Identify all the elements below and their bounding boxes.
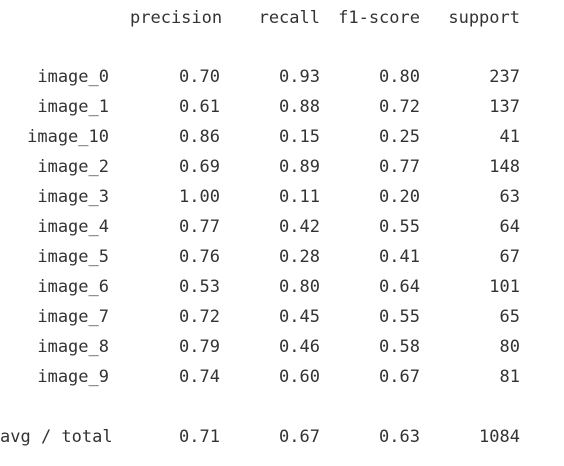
recall-value: 0.28 [279, 247, 320, 267]
row-label: image_7 [37, 307, 109, 327]
f1-score-value: 0.55 [379, 217, 420, 237]
recall-value: 0.80 [279, 277, 320, 297]
recall-value: 0.42 [279, 217, 320, 237]
f1-score-value: 0.67 [379, 367, 420, 387]
precision-value: 0.79 [179, 337, 220, 357]
row-label: image_9 [37, 367, 109, 387]
table-row: image_9 0.74 0.60 0.67 81 [0, 362, 564, 392]
table-row: image_4 0.77 0.42 0.55 64 [0, 212, 564, 242]
support-value: 137 [489, 97, 520, 117]
table-row: image_8 0.79 0.46 0.58 80 [0, 332, 564, 362]
header-recall: recall [258, 8, 320, 28]
recall-value: 0.88 [279, 97, 320, 117]
row-label: image_8 [37, 337, 109, 357]
recall-value: 0.15 [279, 127, 320, 147]
avg-recall-value: 0.67 [279, 427, 320, 447]
f1-score-value: 0.77 [379, 157, 420, 177]
table-row: image_2 0.69 0.89 0.77 148 [0, 152, 564, 182]
total-support-value: 1084 [479, 427, 520, 447]
support-value: 67 [499, 247, 520, 267]
table-row: image_3 1.00 0.11 0.20 63 [0, 182, 564, 212]
header-precision: precision [130, 8, 223, 28]
f1-score-value: 0.64 [379, 277, 420, 297]
header-support: support [448, 8, 520, 28]
precision-value: 0.69 [179, 157, 220, 177]
table-row: image_7 0.72 0.45 0.55 65 [0, 302, 564, 332]
header-row: precision recall f1-score support [0, 3, 564, 33]
support-value: 64 [499, 217, 520, 237]
row-label: image_0 [37, 67, 109, 87]
row-label: image_3 [37, 187, 109, 207]
f1-score-value: 0.80 [379, 67, 420, 87]
row-label: image_10 [27, 127, 109, 147]
precision-value: 0.72 [179, 307, 220, 327]
f1-score-value: 0.55 [379, 307, 420, 327]
f1-score-value: 0.25 [379, 127, 420, 147]
row-label: image_4 [37, 217, 109, 237]
row-label: image_6 [37, 277, 109, 297]
support-value: 101 [489, 277, 520, 297]
table-row: image_0 0.70 0.93 0.80 237 [0, 62, 564, 92]
precision-value: 0.86 [179, 127, 220, 147]
table-row: image_5 0.76 0.28 0.41 67 [0, 242, 564, 272]
row-label: image_2 [37, 157, 109, 177]
recall-value: 0.93 [279, 67, 320, 87]
table-row: image_10 0.86 0.15 0.25 41 [0, 122, 564, 152]
support-value: 63 [499, 187, 520, 207]
recall-value: 0.45 [279, 307, 320, 327]
support-value: 81 [499, 367, 520, 387]
recall-value: 0.60 [279, 367, 320, 387]
recall-value: 0.11 [279, 187, 320, 207]
f1-score-value: 0.20 [379, 187, 420, 207]
table-row: image_1 0.61 0.88 0.72 137 [0, 92, 564, 122]
precision-value: 0.53 [179, 277, 220, 297]
avg-precision-value: 0.71 [179, 427, 220, 447]
table-row: image_6 0.53 0.80 0.64 101 [0, 272, 564, 302]
summary-row: avg / total 0.71 0.67 0.63 1084 [0, 422, 564, 452]
recall-value: 0.89 [279, 157, 320, 177]
precision-value: 1.00 [179, 187, 220, 207]
f1-score-value: 0.41 [379, 247, 420, 267]
row-label: image_1 [37, 97, 109, 117]
header-f1-score: f1-score [338, 8, 420, 28]
support-value: 41 [499, 127, 520, 147]
support-value: 65 [499, 307, 520, 327]
precision-value: 0.74 [179, 367, 220, 387]
f1-score-value: 0.72 [379, 97, 420, 117]
precision-value: 0.76 [179, 247, 220, 267]
support-value: 237 [489, 67, 520, 87]
support-value: 148 [489, 157, 520, 177]
precision-value: 0.70 [179, 67, 220, 87]
recall-value: 0.46 [279, 337, 320, 357]
row-label: image_5 [37, 247, 109, 267]
avg-f1-score-value: 0.63 [379, 427, 420, 447]
support-value: 80 [499, 337, 520, 357]
f1-score-value: 0.58 [379, 337, 420, 357]
summary-label: avg / total [0, 427, 113, 447]
precision-value: 0.77 [179, 217, 220, 237]
precision-value: 0.61 [179, 97, 220, 117]
